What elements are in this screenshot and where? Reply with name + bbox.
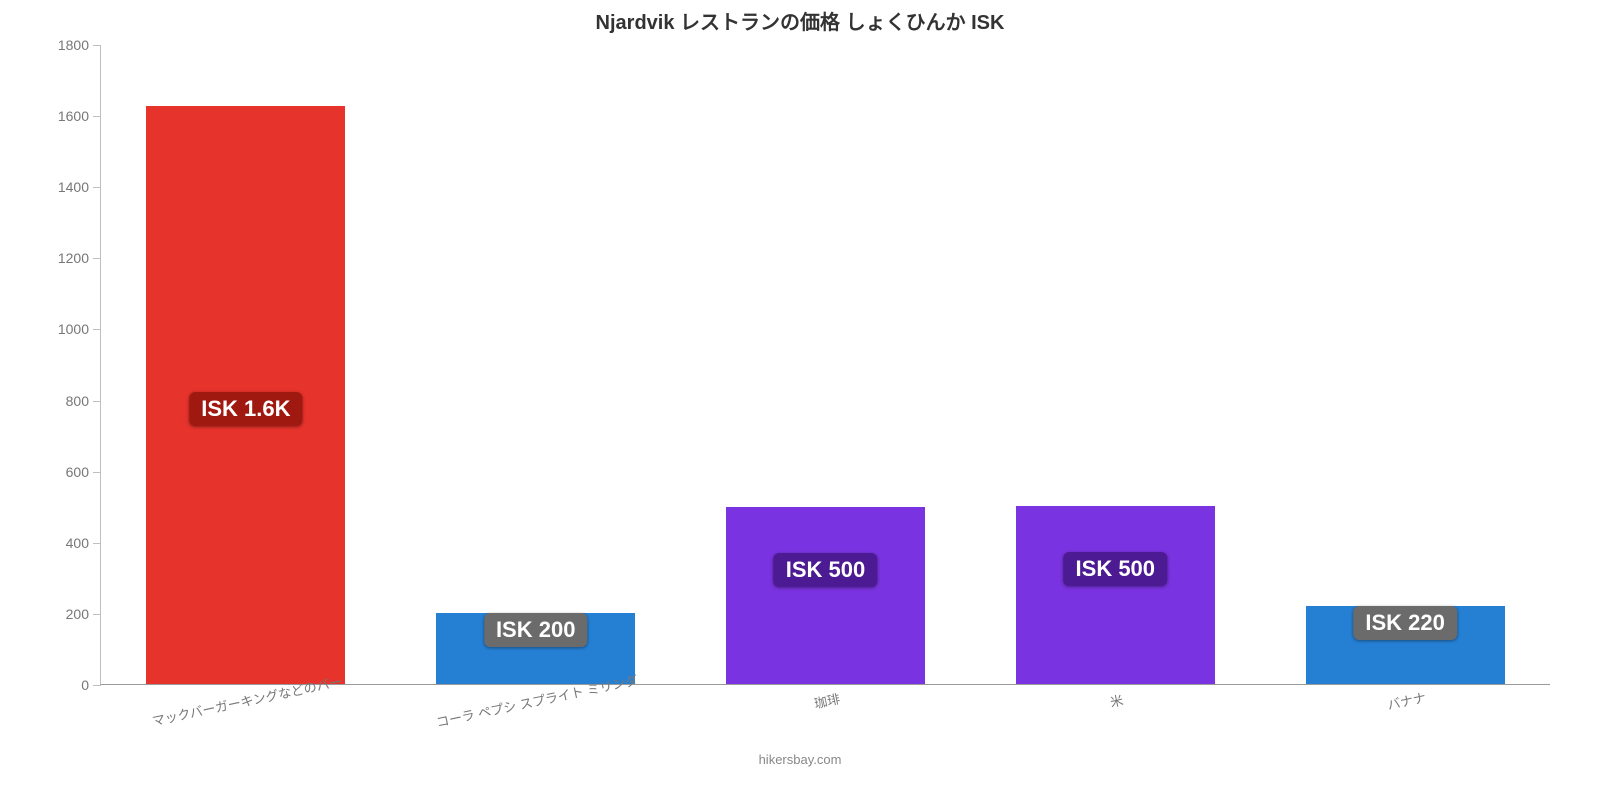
bar: ISK 1.6K [146,106,345,684]
bar-value-badge: ISK 1.6K [189,392,302,426]
bar: ISK 220 [1306,606,1505,684]
y-axis-label: 1200 [58,250,101,266]
y-axis-label: 400 [66,535,101,551]
x-label-slot: 米 [970,691,1260,710]
bar: ISK 200 [436,613,635,684]
y-axis-label: 800 [66,393,101,409]
x-axis-label: 珈琲 [812,688,841,712]
bars-container: ISK 1.6K ISK 200 ISK 500 ISK 500 ISK 220 [101,45,1550,684]
y-axis-label: 1400 [58,179,101,195]
x-axis-labels: マックバーガーキングなどのバーコーラ ペプシ スプライト ミリンダ 珈琲 米 バナナ [100,691,1550,710]
y-axis-label: 1000 [58,321,101,337]
bar-value-badge: ISK 200 [484,613,588,647]
bar-slot: ISK 200 [391,45,681,684]
bar: ISK 500 [726,507,925,684]
bar-slot: ISK 220 [1260,45,1550,684]
footer-credit: hikersbay.com [0,752,1600,767]
x-axis-label: バナナ [1386,687,1428,714]
y-axis-label: 1600 [58,108,101,124]
x-label-slot: 珈琲 [680,691,970,710]
x-axis-label: 米 [1109,690,1126,711]
x-label-slot: マックバーガーキングなどのバー [100,691,390,710]
bar-value-badge: ISK 500 [774,553,878,587]
bar-value-badge: ISK 220 [1353,606,1457,640]
plot-area: ISK 1.6KISK 200ISK 500ISK 500ISK 220 020… [100,45,1550,685]
bar: ISK 500 [1016,506,1215,684]
bar-value-badge: ISK 500 [1064,552,1168,586]
bar-slot: ISK 500 [970,45,1260,684]
y-axis-label: 200 [66,606,101,622]
chart-title: Njardvik レストランの価格 しょくひんか ISK [0,0,1600,35]
bar-slot: ISK 1.6K [101,45,391,684]
chart-wrap: ISK 1.6KISK 200ISK 500ISK 500ISK 220 020… [100,45,1600,710]
x-label-slot: バナナ [1260,691,1550,710]
y-axis-label: 600 [66,464,101,480]
bar-slot: ISK 500 [681,45,971,684]
y-axis-label: 1800 [58,37,101,53]
x-label-slot: コーラ ペプシ スプライト ミリンダ [390,691,680,710]
y-axis-label: 0 [81,677,101,693]
